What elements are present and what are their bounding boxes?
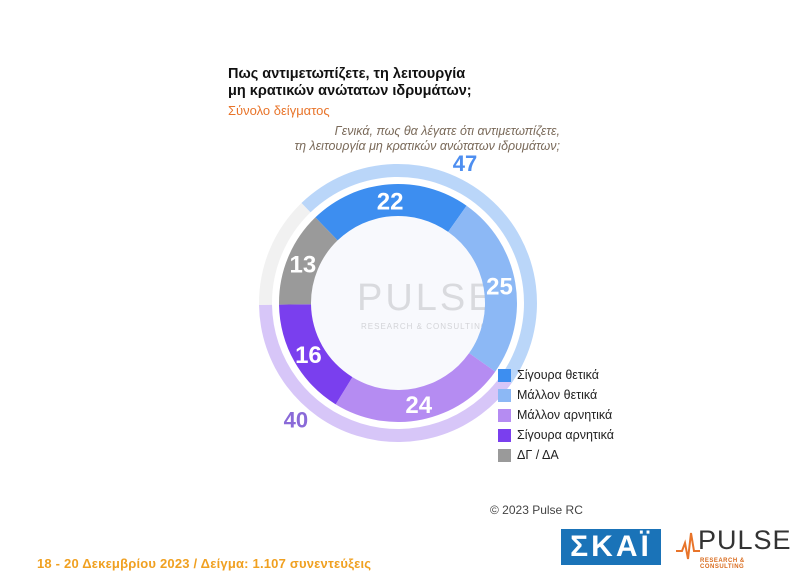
legend-swatch bbox=[498, 448, 511, 462]
legend-label: ΔΓ / ΔΑ bbox=[517, 448, 559, 462]
title-line-2: μη κρατικών ανώτατων ιδρυμάτων; bbox=[228, 83, 472, 99]
group-total-label: 47 bbox=[453, 151, 477, 176]
legend-swatch bbox=[498, 388, 511, 402]
group-ring-0 bbox=[301, 163, 537, 384]
legend-swatch bbox=[498, 428, 511, 442]
group-ring-2 bbox=[259, 203, 311, 305]
legend-item: ΔΓ / ΔΑ bbox=[498, 445, 614, 465]
legend-swatch bbox=[498, 368, 511, 382]
chart-subtitle: Σύνολο δείγματος bbox=[228, 103, 330, 118]
legend-label: Σίγουρα αρνητικά bbox=[517, 428, 614, 442]
legend-label: Μάλλον αρνητικά bbox=[517, 408, 613, 422]
slice-value-label: 24 bbox=[405, 392, 432, 419]
survey-question: Γενικά, πως θα λέγατε ότι αντιμετωπίζετε… bbox=[200, 124, 560, 154]
slice bbox=[315, 184, 467, 241]
group-total-label: 40 bbox=[284, 408, 308, 433]
legend-item: Σίγουρα θετικά bbox=[498, 365, 614, 385]
chart-title: Πως αντιμετωπίζετε, τη λειτουργία μη κρα… bbox=[228, 66, 528, 100]
slice bbox=[448, 205, 517, 372]
pulse-watermark: PULSE RESEARCH & CONSULTING bbox=[343, 275, 494, 345]
footer-date-sample: 18 - 20 Δεκεμβρίου 2023 / Δείγμα: 1.107 … bbox=[37, 556, 372, 571]
slice bbox=[279, 217, 338, 305]
copyright: © 2023 Pulse RC bbox=[490, 503, 583, 517]
legend-label: Σίγουρα θετικά bbox=[517, 368, 599, 382]
question-line-1: Γενικά, πως θα λέγατε ότι αντιμετωπίζετε… bbox=[334, 124, 560, 138]
watermark-word: PULSE bbox=[357, 277, 497, 320]
question-line-2: τη λειτουργία μη κρατικών ανώτατων ιδρυμ… bbox=[294, 139, 560, 153]
pulse-wave-icon bbox=[676, 532, 700, 560]
slice-value-label: 22 bbox=[377, 188, 404, 215]
pulse-logo-word: PULSE bbox=[698, 525, 792, 555]
skai-logo: ΣΚΑΪ bbox=[561, 529, 661, 565]
pulse-logo: PULSE RESEARCH & CONSULTING bbox=[676, 525, 792, 573]
legend-item: Μάλλον αρνητικά bbox=[498, 405, 614, 425]
slice-value-label: 13 bbox=[290, 251, 317, 278]
watermark-sub: RESEARCH & CONSULTING bbox=[361, 322, 488, 331]
slice-value-label: 16 bbox=[295, 342, 322, 369]
pulse-logo-sub: RESEARCH & CONSULTING bbox=[700, 558, 745, 570]
slice-value-label: 25 bbox=[486, 273, 513, 300]
slice bbox=[279, 304, 353, 405]
title-line-1: Πως αντιμετωπίζετε, τη λειτουργία bbox=[228, 66, 466, 82]
legend-item: Μάλλον θετικά bbox=[498, 385, 614, 405]
group-ring-1 bbox=[259, 304, 512, 442]
donut-hole bbox=[311, 216, 485, 390]
legend-label: Μάλλον θετικά bbox=[517, 388, 598, 402]
legend-item: Σίγουρα αρνητικά bbox=[498, 425, 614, 445]
legend-swatch bbox=[498, 408, 511, 422]
slice bbox=[335, 353, 496, 422]
chart-legend: Σίγουρα θετικά Μάλλον θετικά Μάλλον αρνη… bbox=[498, 365, 614, 465]
